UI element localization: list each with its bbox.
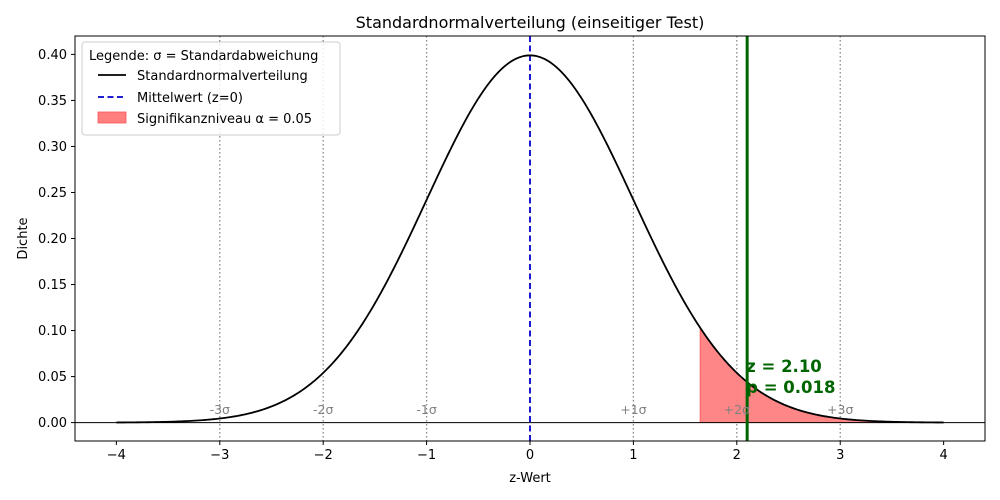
x-tick-label: −1	[417, 448, 436, 463]
legend-symbol-significance	[97, 111, 127, 124]
y-axis-ticks: 0.00 0.05 0.10 0.15 0.20 0.25 0.30 0.35 0.40	[38, 48, 75, 431]
legend-entry-significance: Signifikanzniveau α = 0.05	[137, 112, 312, 127]
x-tick-label: −2	[314, 448, 333, 463]
x-tick-label: 3	[836, 448, 844, 463]
x-tick-label: 0	[526, 448, 534, 463]
sigma-labels: -3σ -2σ -1σ +1σ +2σ +3σ	[210, 402, 854, 417]
sigma-label: -1σ	[416, 402, 436, 417]
y-tick-label: 0.00	[38, 416, 67, 431]
x-tick-label: 2	[733, 448, 741, 463]
x-tick-label: 1	[629, 448, 637, 463]
sigma-label: +3σ	[827, 402, 853, 417]
sigma-label: +1σ	[620, 402, 646, 417]
y-tick-label: 0.15	[38, 278, 67, 293]
y-tick-label: 0.25	[38, 186, 67, 201]
sigma-label: -3σ	[210, 402, 230, 417]
y-tick-label: 0.35	[38, 94, 67, 109]
sigma-label: -2σ	[313, 402, 333, 417]
density-curve	[116, 54, 944, 424]
x-tick-label: 4	[939, 448, 947, 463]
y-axis-label: Dichte	[16, 217, 31, 259]
chart-title: Standardnormalverteilung (einseitiger Te…	[356, 13, 705, 32]
legend-box	[81, 41, 341, 136]
legend-entry-mean: Mittelwert (z=0)	[137, 91, 243, 106]
y-tick-label: 0.40	[38, 48, 67, 63]
p-value-annotation: p = 0.018	[746, 378, 835, 397]
legend-title: Legende: σ = Standardabweichung	[89, 49, 318, 64]
x-axis-ticks: −4 −3 −2 −1 0 1 2 3 4	[107, 441, 948, 463]
legend: Legende: σ = Standardabweichung Standard…	[81, 41, 341, 136]
sigma-label: +2σ	[724, 402, 750, 417]
z-value-annotation: z = 2.10	[746, 357, 822, 376]
y-tick-label: 0.20	[38, 232, 67, 247]
y-tick-label: 0.05	[38, 370, 67, 385]
x-axis-label: z-Wert	[509, 471, 551, 486]
x-tick-label: −3	[210, 448, 229, 463]
y-tick-label: 0.10	[38, 324, 67, 339]
legend-entry-curve: Standardnormalverteilung	[137, 69, 308, 84]
x-tick-label: −4	[107, 448, 126, 463]
y-tick-label: 0.30	[38, 140, 67, 155]
